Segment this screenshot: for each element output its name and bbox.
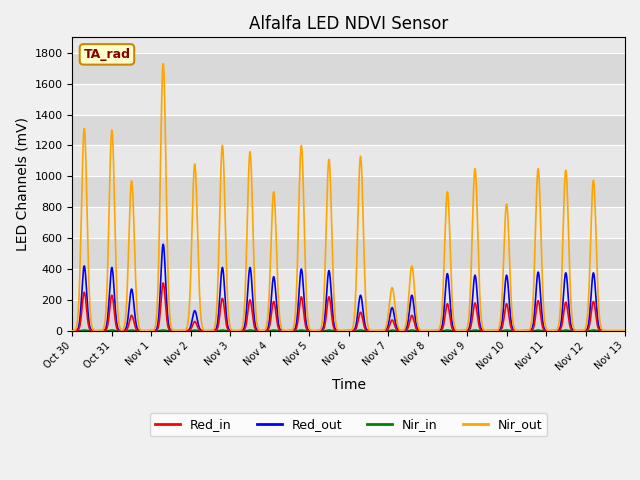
Bar (72, 300, 625, 331)
Text: TA_rad: TA_rad (83, 48, 131, 61)
Bar (72, 53, 625, 84)
Bar (72, 176, 625, 207)
Y-axis label: LED Channels (mV): LED Channels (mV) (15, 117, 29, 251)
Bar (72, 238, 625, 269)
Bar (72, 115, 625, 145)
Title: Alfalfa LED NDVI Sensor: Alfalfa LED NDVI Sensor (249, 15, 449, 33)
Legend: Red_in, Red_out, Nir_in, Nir_out: Red_in, Red_out, Nir_in, Nir_out (150, 413, 547, 436)
X-axis label: Time: Time (332, 378, 365, 392)
